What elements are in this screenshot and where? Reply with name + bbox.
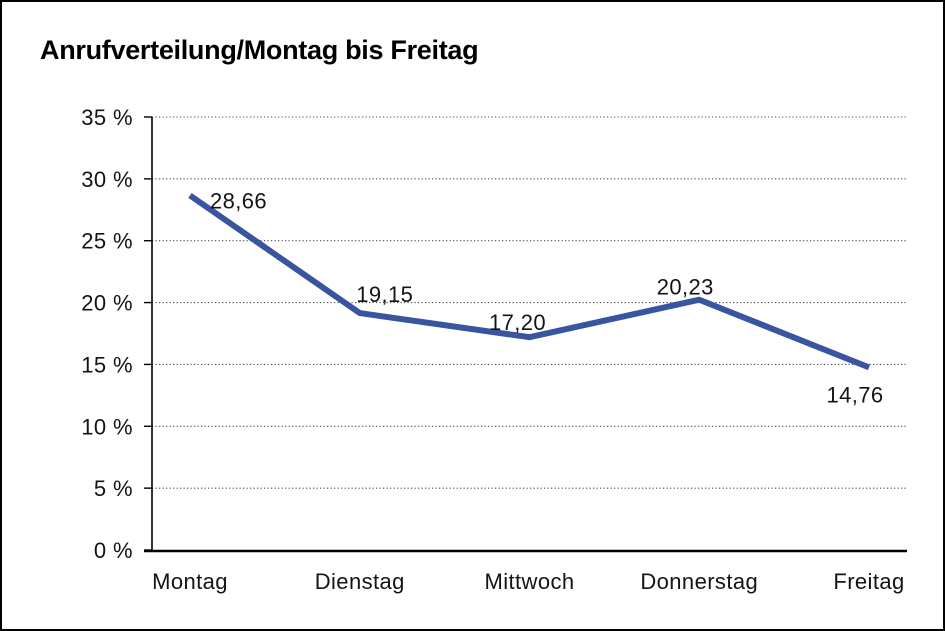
y-axis-label: 5 % bbox=[94, 476, 133, 501]
data-point-label: 19,15 bbox=[356, 282, 413, 307]
y-axis-label: 0 % bbox=[94, 538, 133, 563]
x-axis-label: Dienstag bbox=[315, 569, 405, 594]
data-line bbox=[188, 192, 871, 371]
data-point-label: 14,76 bbox=[826, 382, 883, 407]
y-axis-label: 10 % bbox=[81, 414, 133, 439]
data-point-label: 28,66 bbox=[210, 188, 267, 213]
data-point-label: 20,23 bbox=[657, 275, 714, 300]
chart-title: Anrufverteilung/Montag bis Freitag bbox=[40, 35, 479, 65]
y-axis-label: 35 % bbox=[81, 105, 133, 130]
y-axis-label: 20 % bbox=[81, 291, 133, 316]
y-axis-label: 30 % bbox=[81, 167, 133, 192]
data-point-label: 17,20 bbox=[489, 310, 546, 335]
y-axis-label: 15 % bbox=[81, 352, 133, 377]
x-axis-label: Freitag bbox=[833, 569, 904, 594]
y-axis-label: 25 % bbox=[81, 229, 133, 254]
x-axis-label: Mittwoch bbox=[485, 569, 575, 594]
x-axis-label: Montag bbox=[152, 569, 228, 594]
x-axis-label: Donnerstag bbox=[640, 569, 758, 594]
